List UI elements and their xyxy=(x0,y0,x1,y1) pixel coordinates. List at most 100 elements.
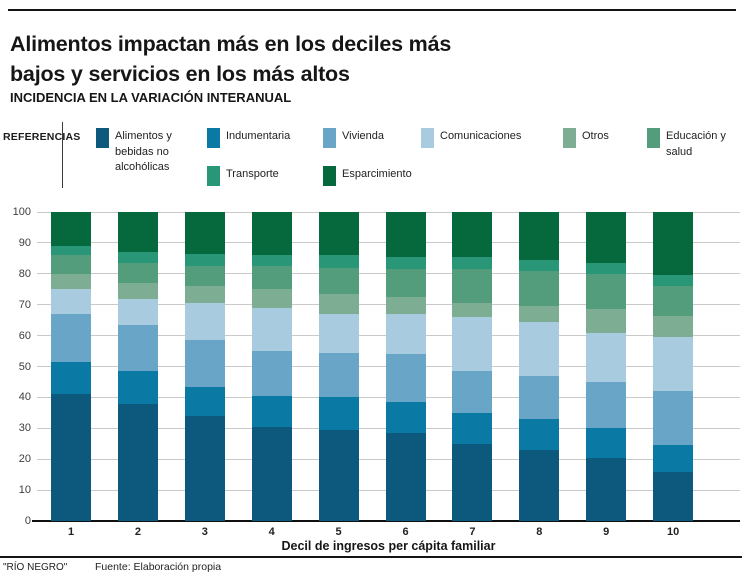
y-tick-label-80: 80 xyxy=(18,267,31,280)
bar-decile-5 xyxy=(318,212,359,521)
legend-swatch xyxy=(647,128,660,148)
bar-segment xyxy=(51,212,91,247)
footer-rule xyxy=(0,556,742,558)
y-tick-label-70: 70 xyxy=(18,298,31,311)
bar-segment xyxy=(318,352,359,398)
bar-segment xyxy=(385,269,426,298)
x-tick-label-7: 7 xyxy=(469,526,476,538)
legend-swatch xyxy=(323,166,336,186)
bar-segment xyxy=(385,432,426,521)
x-axis-ticks: 1 2 3 4 5 6 7 8 9 10 xyxy=(37,526,740,540)
bar-segment xyxy=(586,273,627,310)
y-tick-label-50: 50 xyxy=(18,360,31,373)
bar-segment xyxy=(519,419,560,450)
bar-segment xyxy=(586,428,627,458)
legend-item: Indumentaria xyxy=(207,128,319,148)
bar-segment xyxy=(519,306,560,322)
bar-segment xyxy=(385,297,426,314)
bar-segment xyxy=(318,255,359,268)
legend-swatch xyxy=(207,166,220,186)
bar-decile-2 xyxy=(117,212,158,521)
bar-segment xyxy=(519,375,560,420)
legend-item-label: Alimentos y bebidas no alcohólicas xyxy=(115,130,172,174)
bar-segment xyxy=(117,212,158,253)
y-axis-labels: 0 10 20 30 40 50 60 70 80 90 100 xyxy=(0,206,31,527)
bar-segment xyxy=(184,253,225,267)
x-axis-title: Decil de ingresos per cápita familiar xyxy=(281,539,496,553)
bar-segment xyxy=(51,246,91,256)
x-tick-label-8: 8 xyxy=(536,526,543,538)
bar-segment xyxy=(385,314,426,355)
bar-segment xyxy=(251,266,292,290)
bar-segment xyxy=(653,445,694,472)
bar-decile-1 xyxy=(51,212,91,521)
bar-segment xyxy=(586,381,627,429)
x-tick-label-10: 10 xyxy=(666,526,680,538)
x-tick-label-3: 3 xyxy=(201,526,208,538)
page-subtitle: INCIDENCIA EN LA VARIACIÓN INTERANUAL xyxy=(10,90,292,105)
legend-swatch xyxy=(207,128,220,148)
y-tick-label-10: 10 xyxy=(18,484,31,497)
bar-segment xyxy=(117,298,158,325)
bar-segment xyxy=(519,270,560,307)
bar-segment xyxy=(251,307,292,352)
bar-segment xyxy=(251,395,292,427)
x-axis-line xyxy=(32,520,740,522)
bar-decile-3 xyxy=(184,212,225,521)
bar-segment xyxy=(184,212,225,254)
bar-segment xyxy=(318,397,359,430)
legend-item: Comunicaciones xyxy=(421,128,546,148)
bar-segment xyxy=(586,332,627,382)
x-tick-label-5: 5 xyxy=(335,526,342,538)
bar-segment xyxy=(452,443,493,521)
bar-decile-6 xyxy=(385,212,426,521)
bar-segment xyxy=(452,303,493,318)
legend-item: Educación y salud xyxy=(647,128,739,160)
legend-item: Esparcimiento xyxy=(323,166,435,186)
legend-divider xyxy=(62,122,63,188)
legend-item-label: Educación y salud xyxy=(666,130,726,158)
legend-item: Otros xyxy=(563,128,635,148)
gridline-100 xyxy=(37,211,740,213)
y-tick-label-90: 90 xyxy=(18,236,31,249)
bar-segment xyxy=(653,212,694,276)
stacked-bar-chart: 0 10 20 30 40 50 60 70 80 90 100 1 2 3 4 5 6 7 8 9 10 Decil… xyxy=(0,205,742,553)
bar-segment xyxy=(251,289,292,308)
bar-segment xyxy=(117,252,158,264)
bar-segment xyxy=(318,429,359,521)
bar-segment xyxy=(251,351,292,396)
bar-segment xyxy=(184,303,225,341)
y-tick-label-60: 60 xyxy=(18,329,31,342)
bar-segment xyxy=(117,324,158,372)
bar-segment xyxy=(385,212,426,257)
bar-segment xyxy=(51,394,91,521)
bar-decile-9 xyxy=(586,212,627,521)
legend-label: REFERENCIAS xyxy=(3,131,81,143)
bar-segment xyxy=(519,259,560,271)
bar-segment xyxy=(318,212,359,256)
x-tick-label-2: 2 xyxy=(134,526,141,538)
bar-segment xyxy=(586,263,627,274)
bar-segment xyxy=(452,256,493,270)
legend-swatch xyxy=(323,128,336,148)
bar-segment xyxy=(452,317,493,372)
bar-segment xyxy=(385,402,426,433)
legend-item-label: Comunicaciones xyxy=(440,130,522,142)
y-tick-label-40: 40 xyxy=(18,391,31,404)
bar-segment xyxy=(653,391,694,446)
bar-segment xyxy=(452,412,493,444)
bar-segment xyxy=(117,263,158,284)
bar-segment xyxy=(653,471,694,521)
bar-segment xyxy=(452,371,493,413)
bar-segment xyxy=(251,426,292,521)
bar-segment xyxy=(519,449,560,521)
bar-segment xyxy=(653,337,694,392)
bar-segment xyxy=(318,267,359,294)
bar-segment xyxy=(519,212,560,260)
y-tick-label-0: 0 xyxy=(24,515,31,527)
bar-segment xyxy=(586,457,627,521)
bar-segment xyxy=(318,314,359,353)
bar-decile-10 xyxy=(653,212,694,521)
bar-segment xyxy=(117,371,158,404)
bar-segment xyxy=(452,269,493,304)
